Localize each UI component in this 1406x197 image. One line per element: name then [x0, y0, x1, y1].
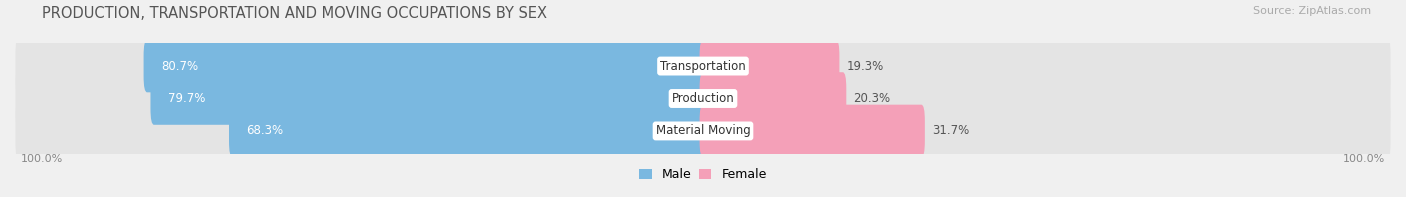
Text: 68.3%: 68.3%	[246, 125, 284, 138]
Text: 100.0%: 100.0%	[21, 154, 63, 164]
Text: 80.7%: 80.7%	[160, 59, 198, 72]
FancyBboxPatch shape	[15, 30, 1391, 102]
Text: 79.7%: 79.7%	[167, 92, 205, 105]
FancyBboxPatch shape	[229, 105, 706, 157]
Text: 100.0%: 100.0%	[1343, 154, 1385, 164]
Text: 19.3%: 19.3%	[846, 59, 883, 72]
FancyBboxPatch shape	[700, 105, 925, 157]
FancyBboxPatch shape	[15, 62, 1391, 135]
Text: Material Moving: Material Moving	[655, 125, 751, 138]
Text: Source: ZipAtlas.com: Source: ZipAtlas.com	[1253, 6, 1371, 16]
FancyBboxPatch shape	[150, 72, 706, 125]
FancyBboxPatch shape	[143, 40, 706, 92]
FancyBboxPatch shape	[700, 72, 846, 125]
Legend: Male, Female: Male, Female	[634, 163, 772, 186]
FancyBboxPatch shape	[15, 95, 1391, 167]
Text: Transportation: Transportation	[661, 59, 745, 72]
Text: Production: Production	[672, 92, 734, 105]
Text: PRODUCTION, TRANSPORTATION AND MOVING OCCUPATIONS BY SEX: PRODUCTION, TRANSPORTATION AND MOVING OC…	[42, 6, 547, 21]
Text: 20.3%: 20.3%	[853, 92, 890, 105]
FancyBboxPatch shape	[700, 40, 839, 92]
Text: 31.7%: 31.7%	[932, 125, 969, 138]
